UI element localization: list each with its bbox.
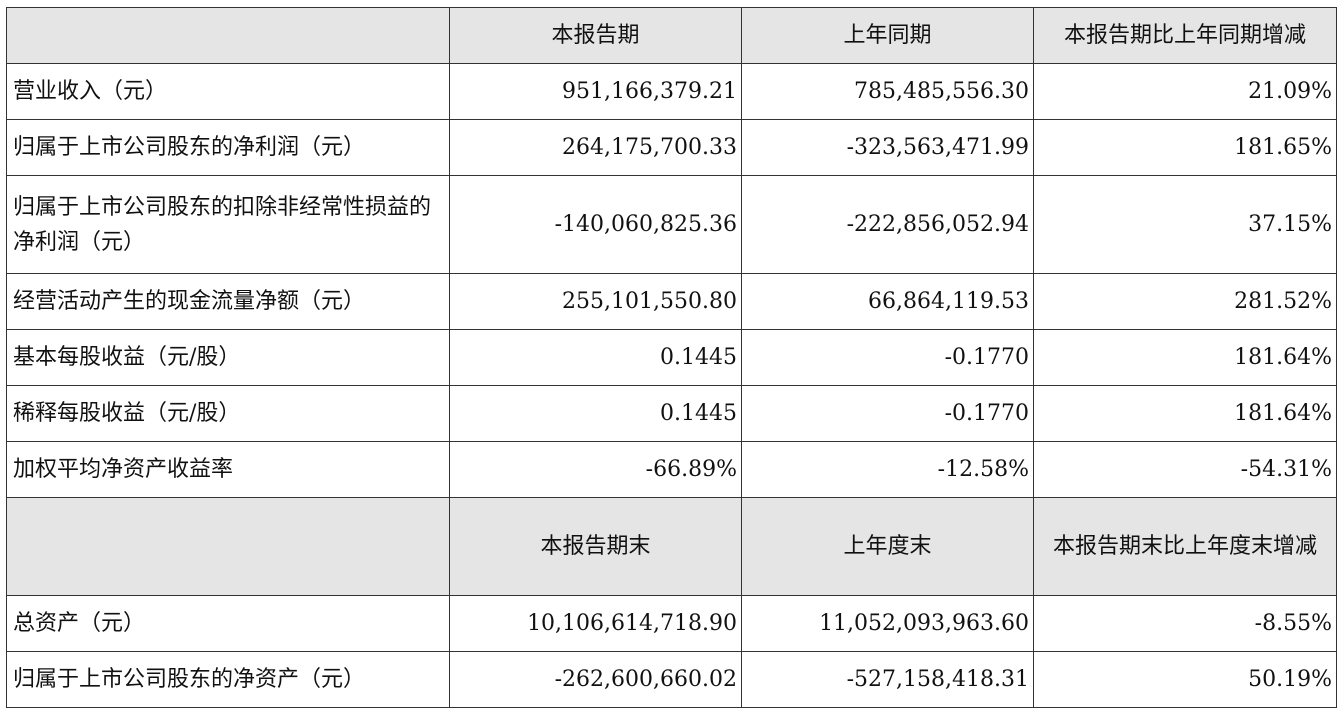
table-row: 总资产（元） 10,106,614,718.90 11,052,093,963.…	[6, 595, 1337, 652]
prior-value: 785,485,556.30	[741, 63, 1034, 120]
header-change: 本报告期比上年同期增减	[1033, 7, 1337, 64]
change-value: 181.65%	[1033, 119, 1337, 176]
table-row: 归属于上市公司股东的净利润（元） 264,175,700.33 -323,563…	[6, 119, 1337, 176]
table-row: 稀释每股收益（元/股） 0.1445 -0.1770 181.64%	[6, 385, 1337, 442]
prior-value: 11,052,093,963.60	[741, 595, 1034, 652]
prior-value: -222,856,052.94	[741, 175, 1034, 274]
row-label: 经营活动产生的现金流量净额（元）	[6, 273, 450, 330]
change-value: 181.64%	[1033, 385, 1337, 442]
table-row: 归属于上市公司股东的净资产（元） -262,600,660.02 -527,15…	[6, 651, 1337, 708]
row-label: 营业收入（元）	[6, 63, 450, 120]
prior-value: -12.58%	[741, 441, 1034, 498]
financial-summary-table: 本报告期 上年同期 本报告期比上年同期增减 营业收入（元） 951,166,37…	[6, 7, 1337, 708]
change-value: -8.55%	[1033, 595, 1337, 652]
row-label: 归属于上市公司股东的扣除非经常性损益的净利润（元）	[6, 175, 450, 274]
change-value: -54.31%	[1033, 441, 1337, 498]
prior-value: -323,563,471.99	[741, 119, 1034, 176]
change-value: 181.64%	[1033, 329, 1337, 386]
table-row: 基本每股收益（元/股） 0.1445 -0.1770 181.64%	[6, 329, 1337, 386]
row-label: 加权平均净资产收益率	[6, 441, 450, 498]
header-blank-cell	[6, 7, 450, 64]
table-row: 归属于上市公司股东的扣除非经常性损益的净利润（元） -140,060,825.3…	[6, 175, 1337, 274]
header-change-since-year-end: 本报告期末比上年度末增减	[1033, 497, 1337, 596]
current-value: -140,060,825.36	[449, 175, 742, 274]
prior-value: -0.1770	[741, 329, 1034, 386]
header-prior-year-end: 上年度末	[741, 497, 1034, 596]
prior-value: -0.1770	[741, 385, 1034, 442]
current-value: 10,106,614,718.90	[449, 595, 742, 652]
row-label: 稀释每股收益（元/股）	[6, 385, 450, 442]
table-header-row: 本报告期 上年同期 本报告期比上年同期增减	[6, 7, 1337, 64]
change-value: 50.19%	[1033, 651, 1337, 708]
prior-value: -527,158,418.31	[741, 651, 1034, 708]
current-value: 951,166,379.21	[449, 63, 742, 120]
row-label: 总资产（元）	[6, 595, 450, 652]
current-value: 0.1445	[449, 385, 742, 442]
row-label: 归属于上市公司股东的净资产（元）	[6, 651, 450, 708]
table-row: 营业收入（元） 951,166,379.21 785,485,556.30 21…	[6, 63, 1337, 120]
table-subheader-row: 本报告期末 上年度末 本报告期末比上年度末增减	[6, 497, 1337, 596]
table-row: 经营活动产生的现金流量净额（元） 255,101,550.80 66,864,1…	[6, 273, 1337, 330]
header-blank-cell	[6, 497, 450, 596]
current-value: -66.89%	[449, 441, 742, 498]
row-label: 归属于上市公司股东的净利润（元）	[6, 119, 450, 176]
current-value: -262,600,660.02	[449, 651, 742, 708]
current-value: 255,101,550.80	[449, 273, 742, 330]
change-value: 21.09%	[1033, 63, 1337, 120]
prior-value: 66,864,119.53	[741, 273, 1034, 330]
current-value: 264,175,700.33	[449, 119, 742, 176]
header-prior-period: 上年同期	[741, 7, 1034, 64]
header-current-period: 本报告期	[449, 7, 742, 64]
current-value: 0.1445	[449, 329, 742, 386]
change-value: 37.15%	[1033, 175, 1337, 274]
table-row: 加权平均净资产收益率 -66.89% -12.58% -54.31%	[6, 441, 1337, 498]
row-label: 基本每股收益（元/股）	[6, 329, 450, 386]
header-period-end: 本报告期末	[449, 497, 742, 596]
change-value: 281.52%	[1033, 273, 1337, 330]
